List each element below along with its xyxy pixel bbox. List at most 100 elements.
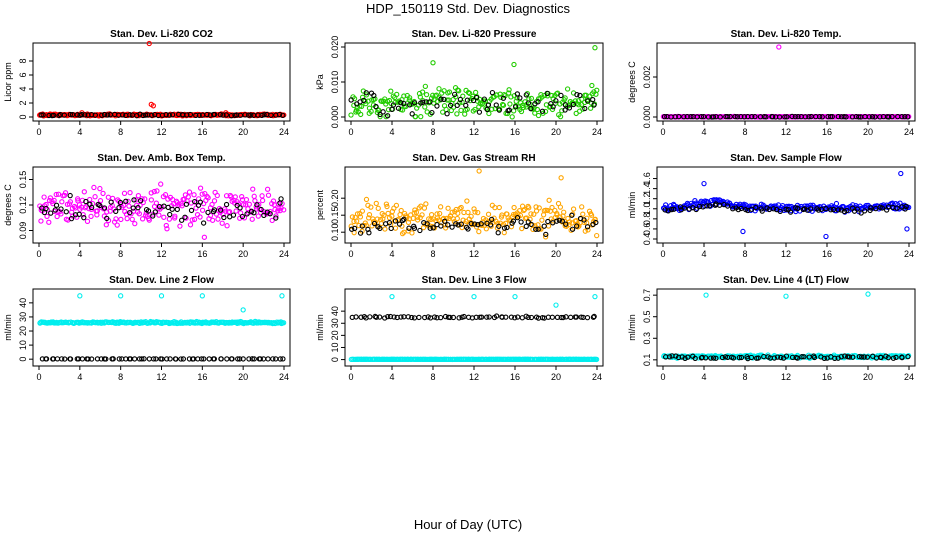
data-point bbox=[748, 354, 755, 361]
data-point bbox=[528, 211, 534, 217]
chart-panel-7: Stan. Dev. Line 2 Flow ml/min 0 4 8 12 16 20 24 0… bbox=[3, 275, 291, 382]
data-point bbox=[165, 204, 171, 211]
data-point bbox=[361, 97, 367, 104]
x-tick-label: 12 bbox=[469, 372, 479, 382]
y-tick-label: 30 bbox=[18, 312, 28, 322]
y-tick-label: 0.12 bbox=[18, 196, 28, 214]
data-point bbox=[470, 97, 477, 104]
data-point bbox=[275, 208, 281, 214]
data-point bbox=[358, 103, 365, 109]
data-point bbox=[671, 206, 677, 212]
data-point bbox=[237, 356, 243, 362]
data-point bbox=[152, 209, 158, 215]
data-point bbox=[401, 216, 407, 222]
data-point bbox=[702, 355, 709, 361]
data-point bbox=[280, 320, 287, 326]
data-point bbox=[146, 217, 152, 223]
x-tick-label: 4 bbox=[77, 127, 82, 137]
data-point bbox=[528, 221, 534, 228]
data-point bbox=[506, 87, 512, 93]
y-tick-label: 0.8 bbox=[642, 213, 652, 226]
data-point bbox=[685, 354, 691, 360]
x-tick-label: 0 bbox=[660, 249, 665, 259]
data-point bbox=[427, 99, 433, 105]
data-point bbox=[504, 224, 510, 231]
data-point bbox=[545, 223, 552, 229]
data-point bbox=[261, 112, 267, 118]
x-tick-label: 20 bbox=[863, 249, 873, 259]
data-point bbox=[431, 314, 438, 320]
data-point bbox=[564, 86, 571, 92]
data-point bbox=[62, 190, 69, 196]
data-point bbox=[456, 88, 462, 94]
data-point bbox=[270, 356, 276, 362]
chart-panel-2: Stan. Dev. Li-820 Pressure kPa 0 4 8 12 16 20 24… bbox=[315, 29, 604, 137]
data-point bbox=[873, 205, 879, 212]
data-point bbox=[535, 112, 542, 119]
data-point bbox=[787, 209, 794, 215]
x-tick-label: 12 bbox=[781, 372, 791, 382]
data-point bbox=[398, 207, 404, 214]
data-point bbox=[893, 354, 899, 361]
data-point bbox=[693, 206, 699, 213]
data-point bbox=[517, 95, 523, 101]
data-point bbox=[197, 214, 203, 220]
x-tick-label: 4 bbox=[389, 127, 394, 137]
data-point bbox=[799, 354, 805, 360]
data-point bbox=[817, 114, 823, 120]
data-point bbox=[229, 356, 235, 362]
data-point bbox=[150, 213, 156, 219]
outlier-point bbox=[240, 307, 246, 313]
chart-title: Stan. Dev. Li-820 CO2 bbox=[110, 29, 213, 40]
data-point bbox=[273, 356, 279, 362]
data-point bbox=[506, 90, 512, 96]
data-point bbox=[591, 313, 597, 320]
data-point bbox=[585, 98, 591, 104]
data-point bbox=[521, 207, 527, 214]
data-point bbox=[508, 314, 515, 320]
data-point bbox=[454, 102, 460, 108]
data-point bbox=[544, 90, 550, 96]
data-point bbox=[141, 356, 147, 362]
data-point bbox=[445, 222, 451, 228]
data-point bbox=[562, 95, 568, 101]
data-point bbox=[267, 211, 273, 217]
data-point bbox=[730, 355, 737, 361]
data-point bbox=[478, 221, 484, 227]
data-point bbox=[438, 314, 444, 321]
data-point bbox=[557, 204, 564, 210]
y-tick-label: 40 bbox=[330, 306, 340, 316]
data-point bbox=[406, 97, 412, 103]
data-point bbox=[192, 198, 198, 205]
data-point bbox=[569, 226, 576, 232]
data-point bbox=[708, 355, 714, 361]
data-point bbox=[398, 314, 404, 320]
data-point bbox=[476, 109, 483, 115]
series-subset bbox=[662, 201, 909, 216]
data-point bbox=[894, 205, 900, 211]
x-tick-label: 24 bbox=[279, 127, 289, 137]
data-point bbox=[264, 186, 271, 192]
data-point bbox=[398, 100, 404, 106]
data-point bbox=[902, 114, 908, 120]
data-point bbox=[885, 355, 891, 361]
data-point bbox=[501, 229, 507, 236]
data-point bbox=[375, 205, 381, 211]
data-point bbox=[374, 216, 380, 222]
x-tick-label: 8 bbox=[430, 249, 435, 259]
data-point bbox=[540, 212, 547, 218]
x-tick-label: 4 bbox=[77, 372, 82, 382]
x-tick-label: 4 bbox=[389, 372, 394, 382]
data-point bbox=[412, 114, 419, 120]
data-point bbox=[52, 207, 58, 213]
x-tick-label: 4 bbox=[389, 249, 394, 259]
chart-title: Stan. Dev. Gas Stream RH bbox=[412, 153, 535, 164]
data-point bbox=[81, 189, 87, 195]
outlier-point bbox=[118, 293, 124, 299]
data-point bbox=[585, 227, 591, 233]
data-point bbox=[524, 91, 531, 97]
data-point bbox=[249, 356, 255, 362]
data-point bbox=[103, 356, 109, 362]
x-tick-label: 0 bbox=[348, 127, 353, 137]
